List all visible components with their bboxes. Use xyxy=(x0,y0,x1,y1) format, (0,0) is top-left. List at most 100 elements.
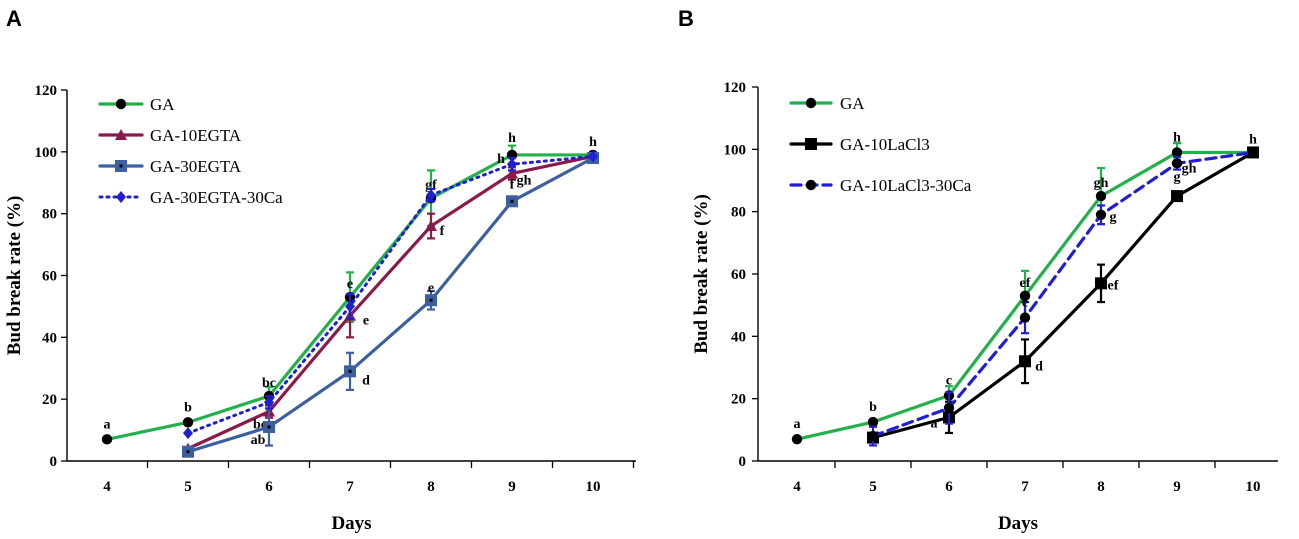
data-point xyxy=(1171,158,1183,169)
legend-label: GA-30EGTA xyxy=(150,157,242,176)
data-point xyxy=(867,430,879,442)
y-tick-label: 20 xyxy=(731,392,746,408)
significance-letter: h xyxy=(508,131,516,146)
significance-letter: g xyxy=(1174,170,1181,185)
x-tick-label: 4 xyxy=(103,479,111,495)
series-line-ga-10lacl3-30ca xyxy=(871,150,1255,438)
significance-letter: ef xyxy=(1020,276,1031,291)
data-point xyxy=(1019,290,1031,302)
significance-letter: c xyxy=(946,374,952,389)
x-tick-label: 9 xyxy=(1173,479,1181,495)
data-point xyxy=(791,433,803,445)
x-tick-label: 5 xyxy=(869,479,877,495)
data-point xyxy=(1171,147,1183,158)
significance-letter: h xyxy=(589,135,597,150)
data-point xyxy=(182,417,194,428)
significance-letter: b xyxy=(184,400,192,415)
significance-letter: e xyxy=(1022,296,1028,311)
panel-label-a: A xyxy=(6,6,22,31)
data-point xyxy=(1247,147,1259,158)
significance-letter: h xyxy=(1173,130,1181,145)
legend-marker xyxy=(116,191,126,203)
series-line-ga-10lacl3 xyxy=(871,150,1255,440)
data-point-center xyxy=(429,298,433,302)
data-point-center xyxy=(510,199,514,203)
data-point xyxy=(1019,312,1031,323)
data-point xyxy=(588,150,598,163)
y-tick-label: 0 xyxy=(50,454,58,470)
x-tick-label: 5 xyxy=(184,479,192,495)
x-tick-label: 8 xyxy=(427,479,435,495)
legend-marker xyxy=(115,98,127,110)
data-point xyxy=(425,220,437,232)
significance-letter: f xyxy=(510,177,515,192)
data-point xyxy=(264,396,274,409)
legend-marker-center xyxy=(119,164,123,168)
chart-panel-a: 0 20 40 60 80 100 120 4 5 6 7 8 9 10 Days Bud break rat… xyxy=(4,83,636,534)
significance-letter: h xyxy=(497,152,505,167)
series-line-ga-30egta xyxy=(186,156,595,454)
significance-letter: gh xyxy=(1182,161,1197,176)
data-point-center xyxy=(1099,281,1103,285)
data-point-center xyxy=(1175,194,1179,198)
y-axis-title: Bud break rate (%) xyxy=(4,196,25,356)
x-tick-label: 7 xyxy=(1021,479,1029,495)
y-tick-label: 60 xyxy=(42,269,57,285)
data-point xyxy=(506,167,518,179)
y-axis-title: Bud break rate (%) xyxy=(691,194,712,354)
x-axis-title: Days xyxy=(998,513,1038,534)
legend-marker xyxy=(805,179,817,191)
legend-label: GA xyxy=(150,95,175,114)
series-line-ga-30egta-30ca xyxy=(186,154,595,435)
significance-letter: gh xyxy=(1094,176,1109,191)
y-tick-label: 40 xyxy=(42,330,57,346)
x-tick-label: 6 xyxy=(265,479,273,495)
legend-label: GA-10LaCl3-30Ca xyxy=(840,176,972,195)
significance-letter: d xyxy=(362,373,370,388)
data-point-center xyxy=(348,369,352,373)
significance-letter: e xyxy=(428,281,434,296)
y-tick-label: 80 xyxy=(731,205,746,221)
x-tick-label: 8 xyxy=(1097,479,1105,495)
x-tick-label: 10 xyxy=(1246,479,1261,495)
y-tick-label: 40 xyxy=(731,329,746,345)
x-tick-label: 6 xyxy=(945,479,953,495)
data-point xyxy=(1095,209,1107,220)
significance-letter: d xyxy=(1035,359,1043,374)
data-point xyxy=(867,416,879,428)
series-line-ga-10egta xyxy=(186,154,595,451)
significance-letter: e xyxy=(363,314,369,329)
y-tick-label: 60 xyxy=(731,267,746,283)
data-point-center xyxy=(267,425,271,429)
y-tick-label: 120 xyxy=(724,80,747,96)
panel-label-b: B xyxy=(678,6,694,31)
y-tick-label: 20 xyxy=(42,392,57,408)
x-tick-label: 9 xyxy=(508,479,516,495)
y-tick-label: 100 xyxy=(35,145,58,161)
significance-letter: a xyxy=(931,416,938,431)
x-tick-label: 4 xyxy=(793,479,801,495)
legend-label: GA-30EGTA-30Ca xyxy=(150,188,283,207)
x-tick-label: 7 xyxy=(346,479,354,495)
significance-letter: f xyxy=(440,224,445,239)
significance-letter: a xyxy=(104,417,111,432)
data-point xyxy=(1095,190,1107,202)
data-point-center xyxy=(1023,359,1027,363)
x-axis-title: Days xyxy=(331,513,371,534)
significance-letter: b xyxy=(869,400,877,415)
significance-letter: gh xyxy=(517,173,532,188)
y-tick-label: 80 xyxy=(42,207,57,223)
data-point-center xyxy=(186,450,190,454)
significance-letter: h xyxy=(1249,132,1257,147)
data-point xyxy=(943,402,955,414)
data-point xyxy=(101,434,113,445)
x-tick-label: 10 xyxy=(586,479,601,495)
y-tick-label: 0 xyxy=(739,454,747,470)
legend-marker xyxy=(115,129,127,140)
data-point xyxy=(345,300,355,313)
significance-letter: g xyxy=(1110,210,1117,225)
legend-marker xyxy=(805,97,817,109)
legend-label: GA-10EGTA xyxy=(150,126,242,145)
legend-marker-center xyxy=(809,142,813,146)
significance-letter: a xyxy=(794,417,801,432)
